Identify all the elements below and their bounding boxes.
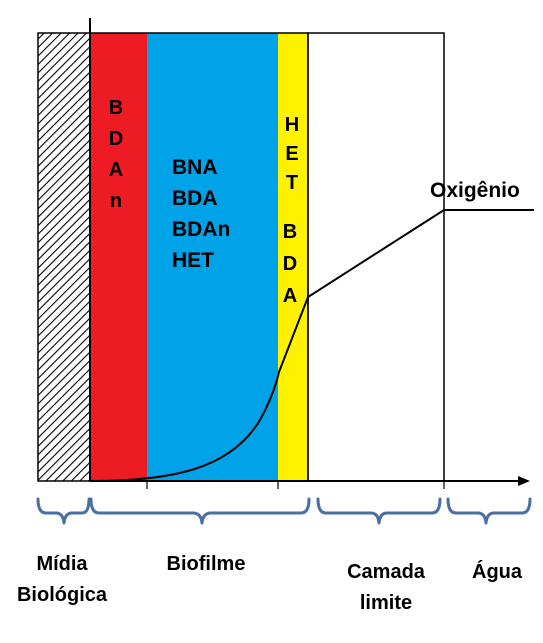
yellow-letter: H [285, 114, 299, 136]
red-layer-label: B D A n [109, 97, 123, 212]
red-layer [90, 33, 147, 481]
blue-line: BDAn [172, 218, 230, 241]
yellow-letter: E [285, 143, 298, 165]
brace-labels: Mídia Biológica Biofilme Camada limite Á… [17, 553, 523, 614]
brace-agua [446, 497, 532, 525]
blue-layer [147, 33, 278, 481]
blue-line: BNA [172, 156, 218, 179]
yellow-layer-label: H E T B D A [283, 114, 299, 307]
blue-layer-label: BNA BDA BDAn HET [172, 156, 230, 272]
blue-line: BDA [172, 187, 218, 210]
yellow-letter: A [283, 285, 297, 307]
braces [36, 497, 532, 525]
oxygen-label: Oxigênio [430, 179, 520, 202]
yellow-letter: T [286, 172, 298, 194]
red-letter: B [109, 97, 123, 119]
camada-label-line2: limite [360, 592, 412, 614]
camada-label-line1: Camada [347, 561, 426, 583]
blue-line: HET [172, 249, 214, 272]
red-letter: D [109, 128, 123, 150]
agua-label: Água [472, 560, 523, 583]
yellow-letter: D [283, 253, 297, 275]
biological-media-layer [37, 32, 91, 482]
brace-midia [36, 497, 91, 525]
yellow-letter: B [283, 221, 297, 243]
midia-label-line1: Mídia [36, 553, 88, 575]
biofilme-label: Biofilme [167, 553, 246, 575]
red-letter: n [110, 190, 122, 212]
yellow-layer [278, 33, 308, 481]
boundary-layer-box [307, 32, 445, 482]
red-letter: A [109, 159, 123, 181]
oxygen-curve [89, 209, 534, 482]
brace-biofilme [89, 497, 311, 525]
brace-camada [316, 497, 442, 525]
midia-label-line2: Biológica [17, 584, 108, 606]
